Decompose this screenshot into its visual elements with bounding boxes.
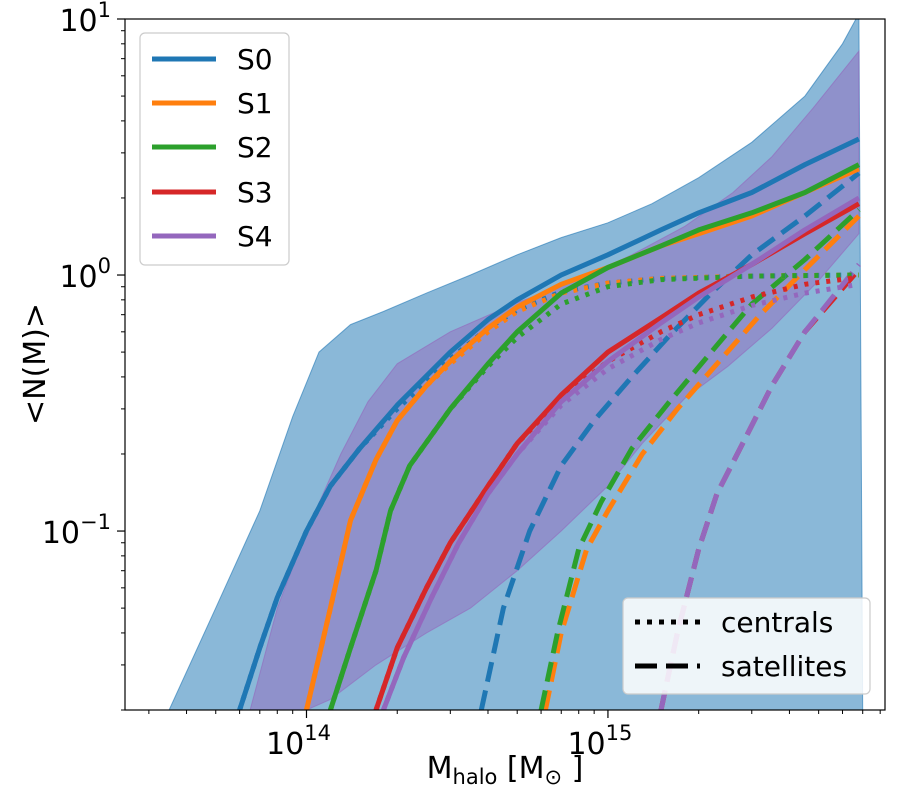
x-axis-label: Mhalo [M⊙ ] [427, 751, 584, 789]
line-s2-satellites [538, 207, 861, 710]
legend-label-s2: S2 [237, 131, 273, 164]
series-legend: S0 S1 S2 S3 S4 [139, 32, 290, 266]
band-s0 [168, 19, 864, 710]
line-s4-total [381, 195, 861, 710]
line-s0-centrals [237, 272, 859, 710]
tick-layer: 1014 1015 10−1 100 101 [42, 0, 881, 762]
series-layer [237, 136, 861, 710]
x-tick-label: 1015 [567, 721, 632, 762]
legend-label-centrals: centrals [721, 606, 833, 639]
style-legend: centrals satellites [622, 597, 871, 695]
legend-label-s1: S1 [237, 87, 273, 120]
legend-label-s3: S3 [237, 176, 273, 209]
line-s1-total [304, 166, 860, 710]
legend-label-s4: S4 [237, 220, 273, 253]
line-s0-total [237, 136, 860, 710]
legend-label-satellites: satellites [721, 650, 847, 683]
x-tick-label: 1014 [266, 721, 331, 762]
line-s1-satellites [542, 214, 861, 710]
band-s4 [249, 49, 860, 710]
legend-label-s0: S0 [237, 43, 273, 76]
plot-frame [124, 18, 886, 711]
y-axis-label: <N(M)> [18, 303, 53, 425]
line-s0-satellites [478, 171, 861, 710]
y-tick-label: 100 [59, 254, 111, 295]
line-s2-total [328, 162, 861, 710]
y-tick-label: 101 [59, 0, 111, 39]
y-tick-label: 10−1 [42, 510, 111, 551]
band-layer [168, 19, 864, 710]
